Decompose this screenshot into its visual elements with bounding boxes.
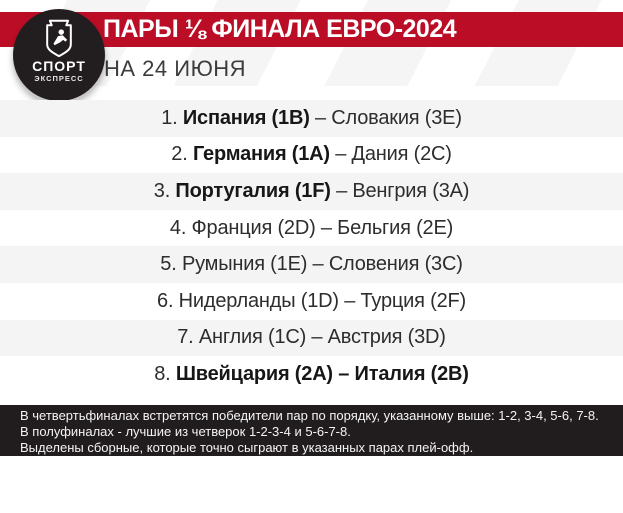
pair-row: 4. Франция (2D) – Бельгия (2E)	[0, 210, 623, 247]
pair-home-team: Франция (2D)	[191, 216, 316, 239]
pair-row: 7. Англия (1C) – Австрия (3D)	[0, 319, 623, 357]
pair-number: 6.	[157, 289, 179, 312]
footer-note-line: В полуфиналах - лучшие из четверок 1-2-3…	[20, 423, 351, 439]
pair-number: 1.	[161, 106, 183, 129]
pair-separator: –	[338, 289, 361, 312]
pair-separator: –	[329, 143, 352, 166]
pair-away-team: Бельгия (2E)	[337, 216, 454, 239]
pair-away-team: Австрия (3D)	[327, 326, 446, 349]
pair-home-team: Испания (1B)	[182, 106, 310, 129]
pair-number: 2.	[171, 143, 193, 166]
pair-separator: –	[306, 326, 328, 349]
title-band	[0, 12, 623, 47]
pair-home-team: Португалия (1F)	[175, 179, 331, 202]
pair-row: 1. Испания (1B) – Словакия (3E)	[0, 100, 623, 137]
pair-number: 4.	[169, 216, 192, 239]
pair-number: 3.	[153, 179, 176, 202]
pair-row: 5. Румыния (1E) – Словения (3C)	[0, 246, 623, 283]
pair-separator: –	[330, 179, 353, 202]
pair-separator: –	[332, 362, 355, 385]
pair-separator: –	[309, 106, 332, 129]
pair-away-team: Словакия (3E)	[331, 106, 462, 129]
pair-row: 6. Нидерланды (1D) – Турция (2F)	[0, 283, 623, 320]
footer-note: В четвертьфиналах встретятся победители …	[0, 405, 623, 456]
pair-away-team: Венгрия (3A)	[352, 179, 470, 202]
pair-number: 8.	[154, 362, 176, 385]
brand-name-line1: СПОРТ	[32, 58, 86, 74]
pair-away-team: Дания (2C)	[351, 143, 452, 166]
shield-athlete-icon	[46, 19, 72, 58]
pair-home-team: Румыния (1E)	[181, 253, 308, 276]
pair-away-team: Турция (2F)	[360, 289, 467, 312]
pairs-list: 1. Испания (1B) – Словакия (3E) 2. Герман…	[0, 100, 623, 393]
page-title: ПАРЫ ⅛ ФИНАЛА ЕВРО-2024	[103, 15, 457, 43]
pair-row: 3. Португалия (1F) – Венгрия (3A)	[0, 173, 623, 210]
pair-home-team: Швейцария (2A)	[175, 362, 333, 385]
pair-home-team: Англия (1C)	[198, 326, 307, 349]
page-subtitle: НА 24 ИЮНЯ	[104, 56, 247, 81]
brand-logo: СПОРТ ЭКСПРЕСС	[13, 9, 105, 101]
pair-away-team: Италия (2B)	[354, 362, 469, 385]
pair-home-team: Германия (1A)	[192, 143, 330, 166]
pair-home-team: Нидерланды (1D)	[178, 289, 339, 312]
pair-away-team: Словения (3C)	[328, 253, 463, 276]
pair-number: 5.	[160, 253, 182, 276]
pair-number: 7.	[177, 326, 199, 349]
pair-row: 2. Германия (1A) – Дания (2C)	[0, 137, 623, 174]
brand-name-line2: ЭКСПРЕСС	[34, 74, 84, 83]
footer-note-line: Выделены сборные, которые точно сыграют …	[20, 439, 474, 455]
pair-separator: –	[315, 216, 338, 239]
pair-row: 8. Швейцария (2A) – Италия (2B)	[0, 356, 623, 393]
footer-note-line: В четвертьфиналах встретятся победители …	[20, 408, 599, 423]
pair-separator: –	[307, 253, 329, 276]
